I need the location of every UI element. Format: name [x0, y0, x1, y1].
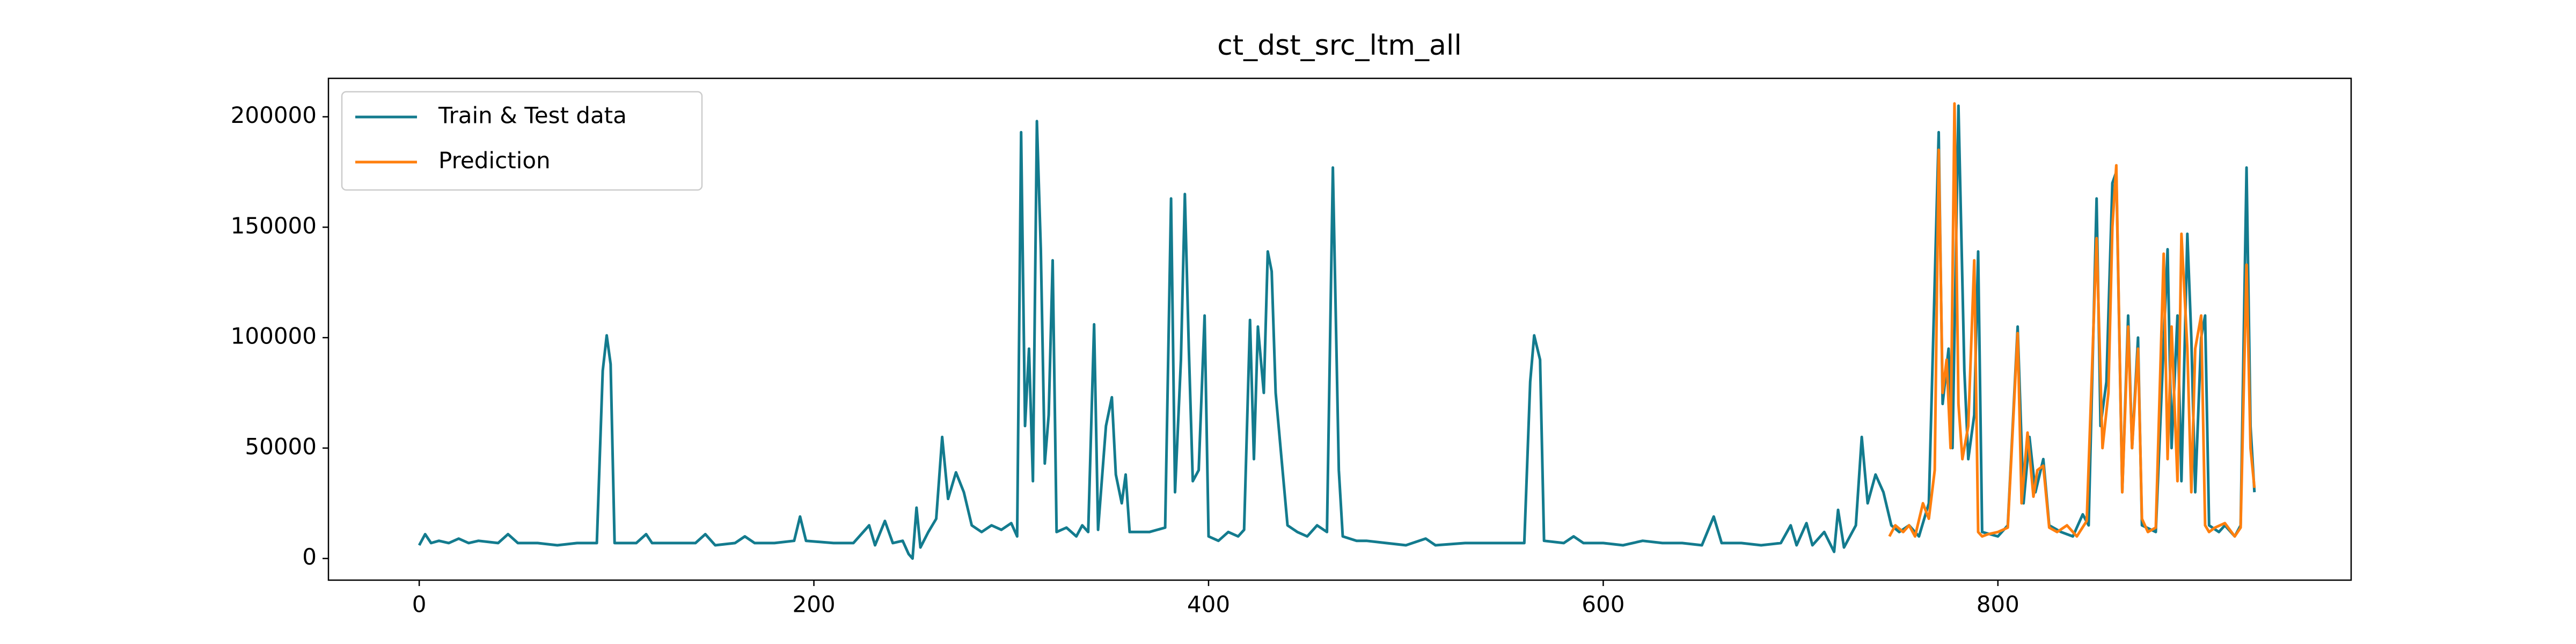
chart-title: ct_dst_src_ltm_all — [1217, 30, 1462, 62]
x-tick-label: 600 — [1582, 591, 1624, 618]
y-tick-label: 200000 — [231, 102, 317, 128]
series-line — [1888, 102, 2256, 538]
x-tick-label: 0 — [412, 591, 427, 618]
x-tick-label: 800 — [1977, 591, 2019, 618]
x-tick-label: 400 — [1187, 591, 1230, 618]
series-line — [418, 104, 2256, 560]
legend-box — [341, 91, 703, 191]
y-tick-label: 150000 — [231, 213, 317, 239]
y-tick-label: 100000 — [231, 323, 317, 349]
x-tick-label: 200 — [792, 591, 835, 618]
y-tick-label: 0 — [302, 544, 317, 570]
legend-label: Train & Test data — [438, 103, 627, 129]
y-tick-label: 50000 — [245, 433, 317, 459]
plot-frame — [327, 77, 2352, 581]
legend-label: Prediction — [438, 148, 551, 174]
